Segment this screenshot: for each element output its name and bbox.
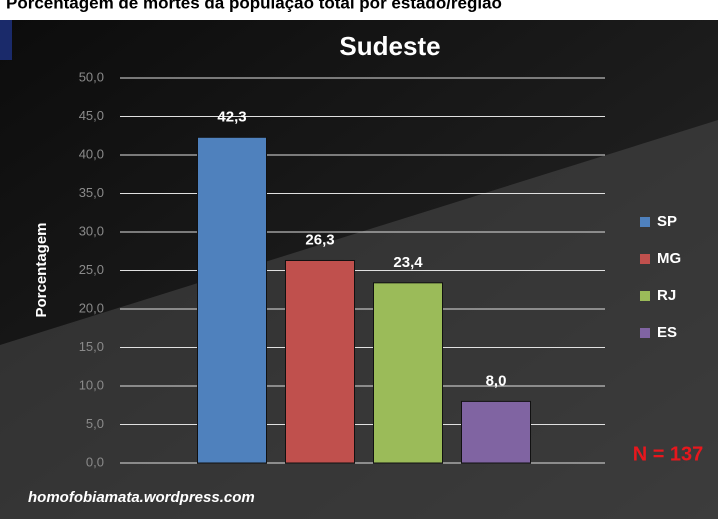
- annotation: N = 137: [633, 443, 704, 465]
- footer: homofobiamata.wordpress.com: [28, 489, 255, 506]
- legend-label: SP: [657, 213, 677, 230]
- legend-label: RJ: [657, 287, 676, 304]
- y-tick-label: 0,0: [86, 454, 104, 469]
- y-tick-label: 10,0: [79, 377, 104, 392]
- chart-title: Sudeste: [339, 31, 440, 61]
- legend-label: ES: [657, 324, 677, 341]
- y-tick-label: 30,0: [79, 223, 104, 238]
- y-tick-label: 20,0: [79, 300, 104, 315]
- corner-accent: [0, 20, 12, 60]
- data-label: 42,3: [217, 108, 246, 125]
- legend-swatch: [640, 328, 650, 338]
- y-tick-label: 5,0: [86, 416, 104, 431]
- legend-label: MG: [657, 250, 681, 267]
- legend-swatch: [640, 291, 650, 301]
- y-tick-label: 40,0: [79, 146, 104, 161]
- background-diagonal: [0, 120, 718, 519]
- bar: [373, 282, 443, 464]
- y-tick-label: 25,0: [79, 262, 104, 277]
- data-label: 26,3: [305, 231, 334, 248]
- bar: [461, 400, 531, 464]
- y-axis-label: Porcentagem: [33, 222, 50, 317]
- legend-swatch: [640, 217, 650, 227]
- data-label: 8,0: [486, 372, 507, 389]
- data-label: 23,4: [393, 254, 423, 271]
- y-tick-label: 45,0: [79, 108, 104, 123]
- bar: [285, 259, 355, 464]
- y-tick-label: 15,0: [79, 339, 104, 354]
- y-tick-label: 35,0: [79, 185, 104, 200]
- header: Porcentagem de mortes da população total…: [6, 0, 502, 12]
- legend-swatch: [640, 254, 650, 264]
- y-tick-label: 50,0: [79, 69, 104, 84]
- bar: [197, 136, 267, 464]
- header-bg: [0, 0, 718, 20]
